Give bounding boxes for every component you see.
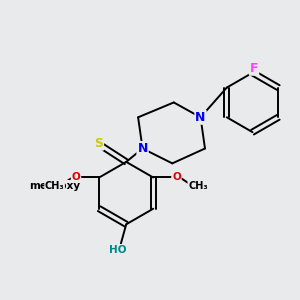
- Text: N: N: [195, 111, 206, 124]
- Text: F: F: [250, 62, 258, 75]
- Text: N: N: [137, 142, 148, 155]
- Text: O: O: [172, 172, 181, 182]
- Text: methoxy: methoxy: [29, 181, 80, 191]
- Text: HO: HO: [109, 244, 126, 255]
- Text: O: O: [72, 172, 80, 182]
- Text: CH₃: CH₃: [188, 181, 208, 191]
- Text: S: S: [94, 137, 103, 150]
- Text: CH₃: CH₃: [45, 181, 64, 191]
